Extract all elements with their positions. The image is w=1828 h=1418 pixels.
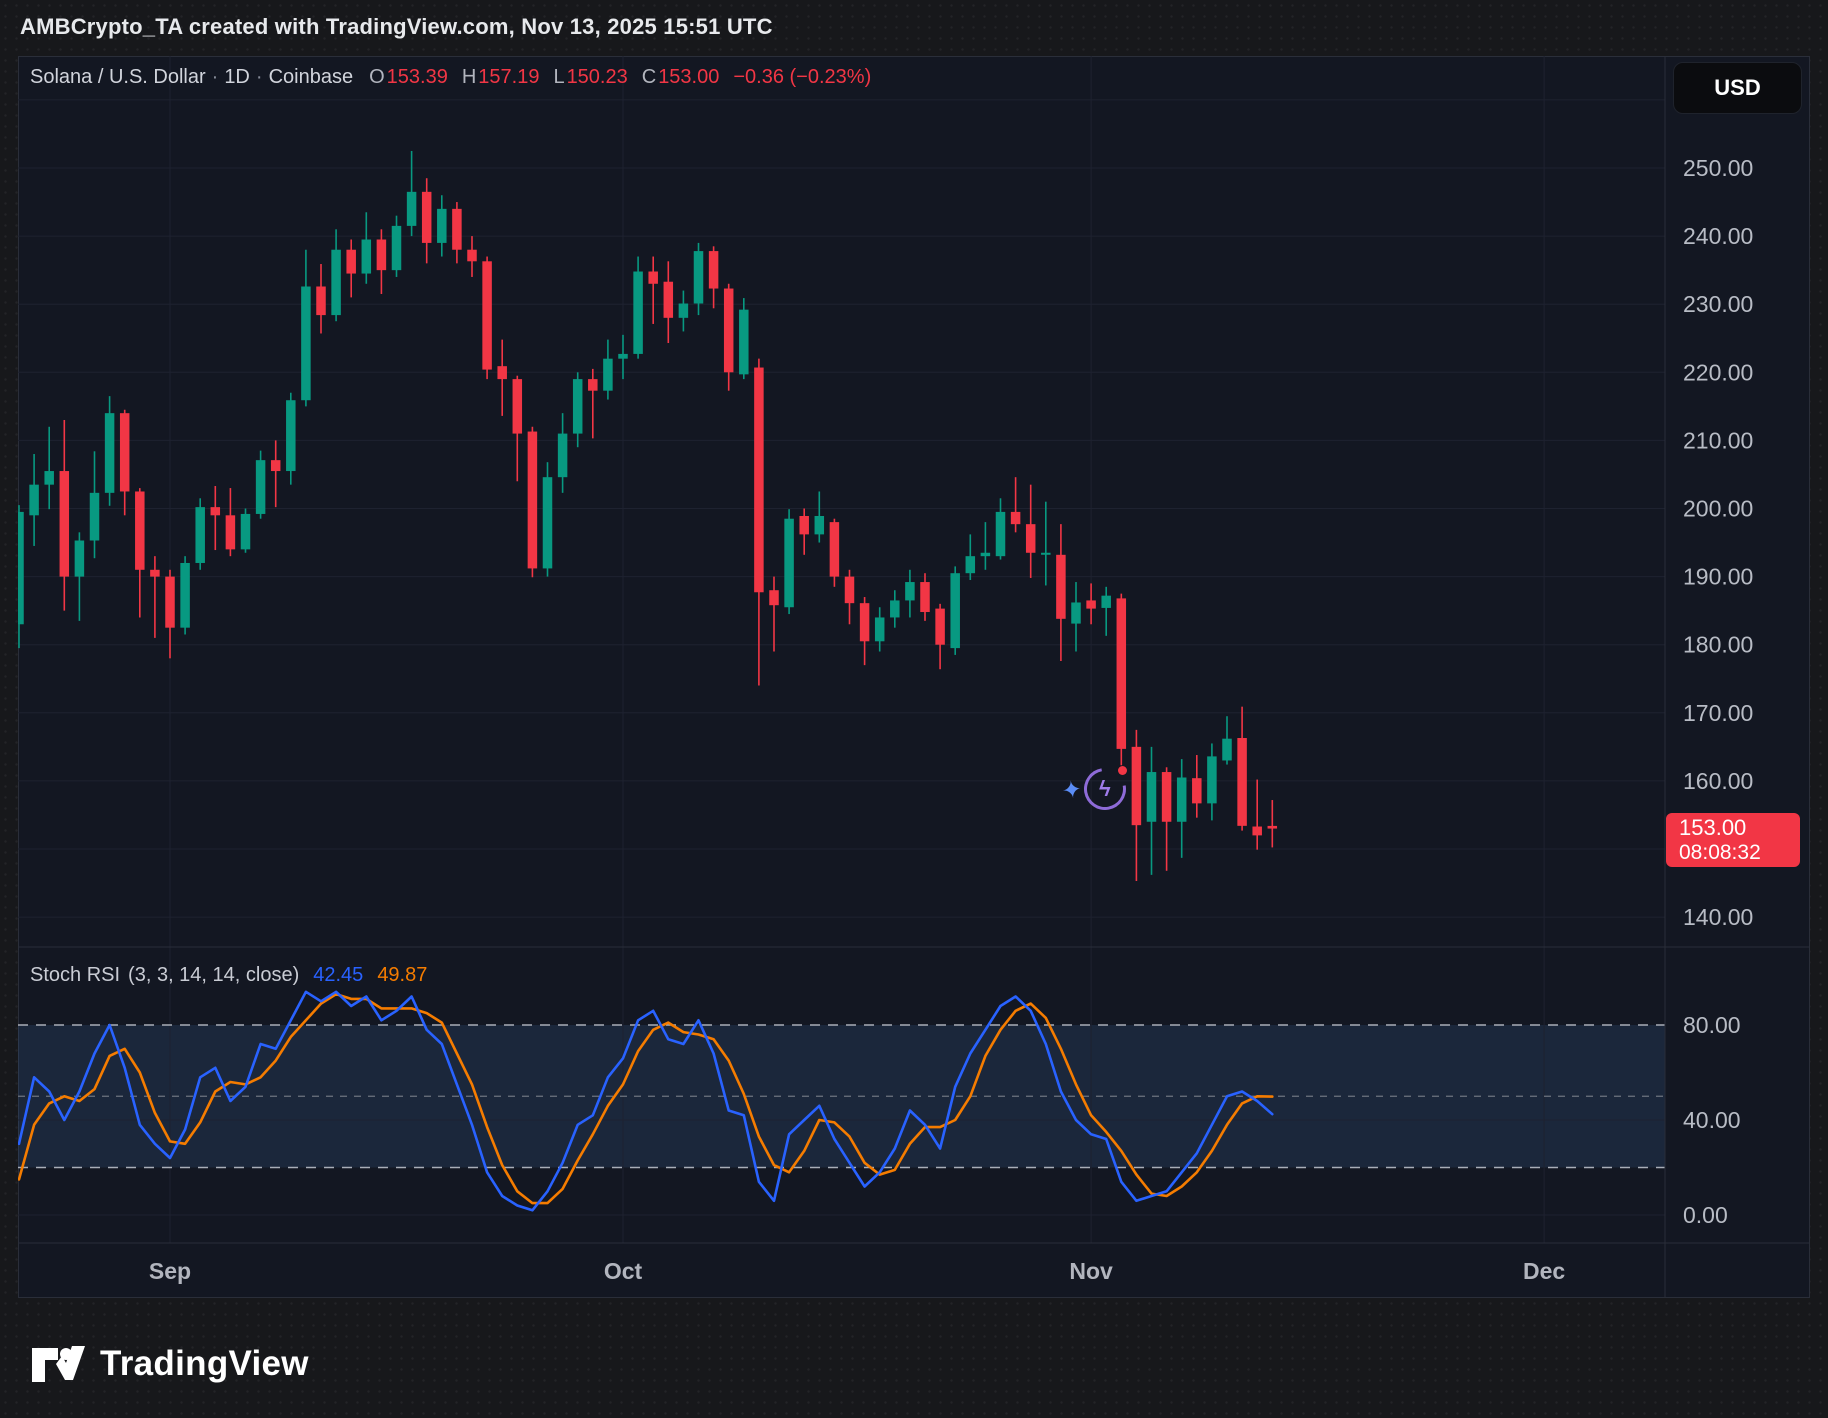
svg-text:80.00: 80.00 bbox=[1683, 1012, 1741, 1038]
indicator-name[interactable]: Stoch RSI bbox=[30, 963, 121, 986]
sparkle-icon: ✦ bbox=[1060, 775, 1084, 806]
svg-text:180.00: 180.00 bbox=[1683, 632, 1753, 658]
tradingview-logo-icon bbox=[32, 1346, 85, 1382]
svg-text:160.00: 160.00 bbox=[1683, 768, 1753, 794]
separator: · bbox=[255, 65, 263, 88]
svg-text:210.00: 210.00 bbox=[1683, 427, 1753, 453]
tradingview-branding[interactable]: TradingView bbox=[30, 1336, 309, 1392]
interval-label[interactable]: 1D bbox=[224, 65, 250, 88]
currency-toggle-button[interactable]: USD bbox=[1673, 62, 1802, 114]
exchange-label: Coinbase bbox=[268, 65, 354, 88]
symbol-name[interactable]: Solana / U.S. Dollar bbox=[30, 65, 206, 88]
svg-text:200.00: 200.00 bbox=[1683, 496, 1753, 522]
stoch-d-value: 49.87 bbox=[377, 963, 428, 986]
rsi-level-lines bbox=[18, 1024, 1665, 1169]
high-value: 157.19 bbox=[478, 65, 540, 88]
stoch-rsi-lines bbox=[18, 990, 1274, 1212]
attribution-text: AMBCrypto_TA created with TradingView.co… bbox=[20, 14, 773, 39]
svg-text:Dec: Dec bbox=[1523, 1258, 1565, 1284]
last-price-label: 153.00 bbox=[1679, 815, 1747, 840]
candlestick-series[interactable] bbox=[14, 150, 1278, 882]
grid-lines bbox=[18, 56, 1665, 1243]
tradingview-logo-text: TradingView bbox=[100, 1344, 309, 1383]
svg-text:170.00: 170.00 bbox=[1683, 700, 1753, 726]
notification-dot-icon bbox=[1118, 766, 1127, 775]
change-value: −0.36 (−0.23%) bbox=[733, 65, 872, 88]
stoch-k-value: 42.45 bbox=[313, 963, 364, 986]
svg-text:Sep: Sep bbox=[149, 1258, 191, 1284]
svg-text:Oct: Oct bbox=[604, 1258, 643, 1284]
bar-countdown: 08:08:32 bbox=[1679, 841, 1761, 864]
bolt-icon: ϟ bbox=[1099, 776, 1111, 801]
low-letter: L bbox=[553, 65, 565, 88]
svg-text:220.00: 220.00 bbox=[1683, 359, 1753, 385]
low-value: 150.23 bbox=[566, 65, 628, 88]
open-value: 153.39 bbox=[386, 65, 448, 88]
separator: · bbox=[211, 65, 219, 88]
rsi-axis-labels[interactable]: 80.00 40.00 0.00 bbox=[1683, 1012, 1741, 1228]
svg-text:0.00: 0.00 bbox=[1683, 1202, 1728, 1228]
panel-frame bbox=[18, 56, 1809, 1297]
svg-text:Nov: Nov bbox=[1069, 1258, 1113, 1284]
close-letter: C bbox=[641, 65, 657, 88]
indicator-header[interactable]: Stoch RSI (3, 3, 14, 14, close) 42.45 49… bbox=[30, 960, 427, 990]
last-price-badge: 153.00 08:08:32 bbox=[1666, 813, 1800, 867]
symbol-header: Solana / U.S. Dollar · 1D · Coinbase O 1… bbox=[30, 62, 877, 92]
chart-frame[interactable] bbox=[18, 56, 1810, 1298]
indicator-params: (3, 3, 14, 14, close) bbox=[128, 963, 300, 986]
svg-text:250.00: 250.00 bbox=[1683, 155, 1753, 181]
svg-text:40.00: 40.00 bbox=[1683, 1107, 1741, 1133]
svg-text:190.00: 190.00 bbox=[1683, 564, 1753, 590]
svg-text:230.00: 230.00 bbox=[1683, 291, 1753, 317]
price-axis-labels[interactable]: 250.00 240.00 230.00 220.00 210.00 200.00 190.… bbox=[1683, 155, 1753, 930]
svg-text:140.00: 140.00 bbox=[1683, 904, 1753, 930]
close-value: 153.00 bbox=[658, 65, 720, 88]
time-axis-labels[interactable]: Sep Oct Nov Dec bbox=[149, 1258, 1565, 1284]
open-letter: O bbox=[369, 65, 385, 88]
high-letter: H bbox=[461, 65, 477, 88]
svg-text:240.00: 240.00 bbox=[1683, 223, 1753, 249]
